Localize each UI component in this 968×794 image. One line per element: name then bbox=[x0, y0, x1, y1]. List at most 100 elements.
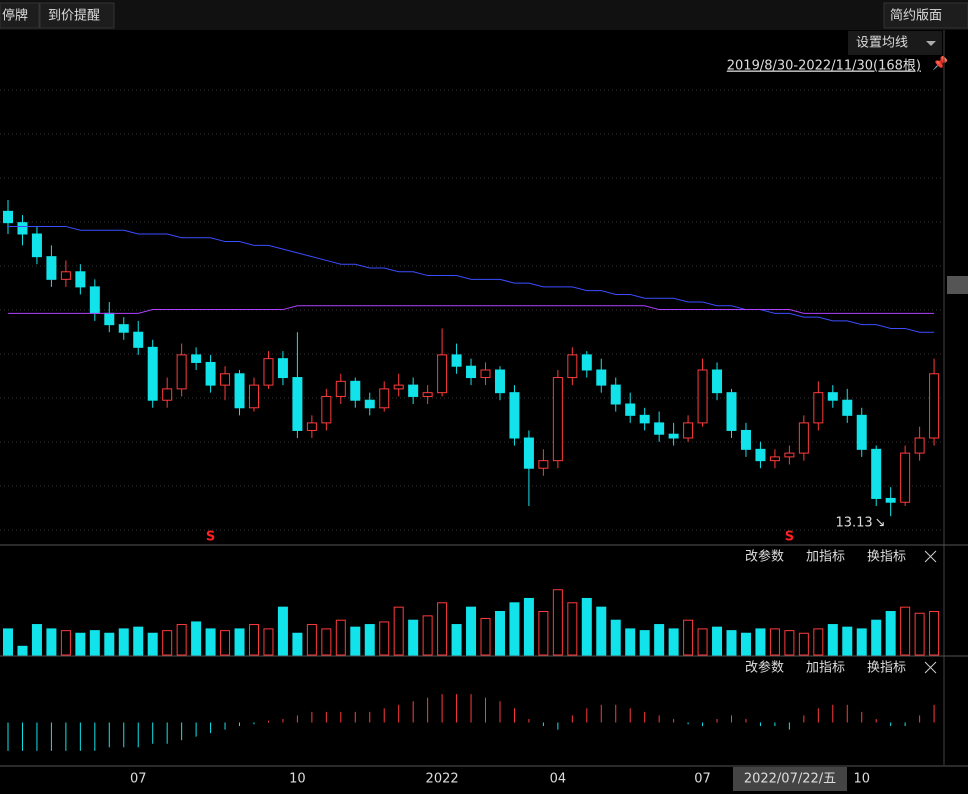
candle-body bbox=[784, 452, 795, 458]
volume-bar bbox=[509, 602, 520, 656]
close-icon[interactable] bbox=[924, 550, 937, 563]
volume-bar bbox=[89, 630, 100, 656]
volume-bar bbox=[3, 628, 13, 656]
candle-body bbox=[277, 358, 288, 379]
volume-bar bbox=[900, 606, 911, 656]
volume-bar bbox=[393, 606, 404, 656]
candle-body bbox=[726, 392, 737, 431]
candle-body bbox=[929, 373, 940, 439]
candle-body bbox=[697, 369, 708, 424]
panel-button[interactable]: 改参数 bbox=[745, 660, 784, 676]
volume-bar bbox=[581, 597, 592, 656]
volume-bar bbox=[451, 624, 462, 656]
volume-bar bbox=[567, 602, 578, 656]
volume-bar bbox=[364, 624, 375, 656]
pin-icon[interactable]: 📌 bbox=[932, 55, 948, 72]
volume-bar bbox=[118, 628, 129, 656]
volume-bar bbox=[871, 619, 882, 656]
candle-body bbox=[683, 422, 694, 439]
volume-bar bbox=[929, 611, 940, 656]
candle-body bbox=[813, 392, 824, 424]
toolbar-button-label[interactable]: 停牌 bbox=[2, 8, 28, 24]
candle-body bbox=[292, 377, 303, 431]
candle-body bbox=[75, 271, 86, 288]
candle-body bbox=[118, 324, 129, 333]
crosshair-date-box bbox=[733, 767, 847, 791]
volume-bar bbox=[191, 621, 202, 656]
panel-button[interactable]: 换指标 bbox=[867, 550, 906, 565]
candle-body bbox=[17, 222, 28, 235]
toolbar-button[interactable] bbox=[39, 2, 115, 29]
panel-button[interactable]: 换指标 bbox=[867, 661, 906, 676]
volume-bar bbox=[147, 632, 158, 656]
candle-body bbox=[176, 354, 187, 390]
volume-bar bbox=[625, 628, 636, 656]
volume-bar bbox=[75, 632, 86, 656]
volume-bar bbox=[813, 628, 824, 656]
candle-body bbox=[220, 373, 231, 386]
volume-bar bbox=[60, 630, 71, 656]
volume-bar bbox=[842, 626, 853, 656]
candle-body bbox=[625, 403, 636, 416]
panel-button[interactable]: 加指标 bbox=[806, 661, 845, 676]
range-label[interactable]: 2019/8/30-2022/11/30(168根) bbox=[727, 59, 921, 74]
candle-body bbox=[263, 358, 274, 386]
candle-body bbox=[350, 380, 361, 401]
volume-bar bbox=[654, 624, 665, 656]
candle-body bbox=[712, 369, 723, 394]
ma-button[interactable] bbox=[848, 31, 942, 55]
candle-body bbox=[379, 388, 390, 409]
panel-button[interactable]: 改参数 bbox=[745, 549, 784, 565]
candle-body bbox=[422, 392, 433, 397]
candle-body bbox=[205, 361, 216, 386]
toolbar-button-label[interactable]: 简约版面 bbox=[890, 8, 942, 24]
scroll-handle[interactable] bbox=[947, 276, 968, 294]
candle-body bbox=[552, 377, 563, 462]
candle-body bbox=[147, 346, 158, 401]
candle-body bbox=[3, 210, 13, 224]
toolbar-button[interactable] bbox=[883, 2, 968, 29]
volume-bar bbox=[234, 628, 245, 656]
moving-average bbox=[8, 225, 935, 333]
crosshair-date: 2022/07/22/五 bbox=[744, 772, 836, 787]
volume-bar bbox=[350, 626, 361, 656]
volume-bar bbox=[220, 630, 231, 656]
dropdown-arrow[interactable] bbox=[926, 41, 936, 46]
candle-body bbox=[31, 233, 42, 258]
volume-bar bbox=[205, 628, 216, 656]
x-tick-label: 10 bbox=[289, 772, 306, 787]
candle-body bbox=[494, 369, 505, 394]
candle-body bbox=[654, 422, 665, 435]
volume-bar bbox=[697, 628, 708, 656]
close-icon[interactable] bbox=[924, 661, 937, 674]
candle-body bbox=[248, 384, 259, 409]
volume-bar bbox=[856, 628, 867, 656]
signal-marker: S bbox=[206, 530, 215, 545]
candle-body bbox=[740, 429, 751, 450]
volume-bar bbox=[335, 619, 346, 656]
candle-body bbox=[668, 433, 679, 439]
panel-buttons: 改参数 加指标 换指标 改参数 加指标 换指标 bbox=[745, 549, 937, 676]
toolbar-button-label[interactable]: 到价提醒 bbox=[48, 8, 100, 24]
toolbar-button[interactable] bbox=[0, 2, 40, 29]
candle-body bbox=[914, 437, 925, 454]
candle-body bbox=[755, 448, 766, 462]
candle-body bbox=[321, 395, 332, 424]
low-label: 13.13 bbox=[835, 516, 872, 531]
moving-average bbox=[8, 305, 935, 314]
candle-body bbox=[466, 365, 477, 379]
candle-body bbox=[769, 456, 780, 462]
volume-bar bbox=[683, 619, 694, 656]
candle-body bbox=[451, 354, 462, 367]
candle-body bbox=[827, 392, 838, 401]
candle-body bbox=[437, 354, 448, 394]
candle-body bbox=[596, 369, 607, 386]
candle-body bbox=[46, 256, 57, 280]
low-arrow: ↘ bbox=[875, 516, 886, 531]
panel-button[interactable]: 加指标 bbox=[806, 550, 845, 565]
candle-body bbox=[408, 384, 419, 397]
volume-bar bbox=[827, 624, 838, 656]
ma-button-label[interactable]: 设置均线 bbox=[856, 36, 908, 51]
volume-bar bbox=[306, 624, 317, 656]
